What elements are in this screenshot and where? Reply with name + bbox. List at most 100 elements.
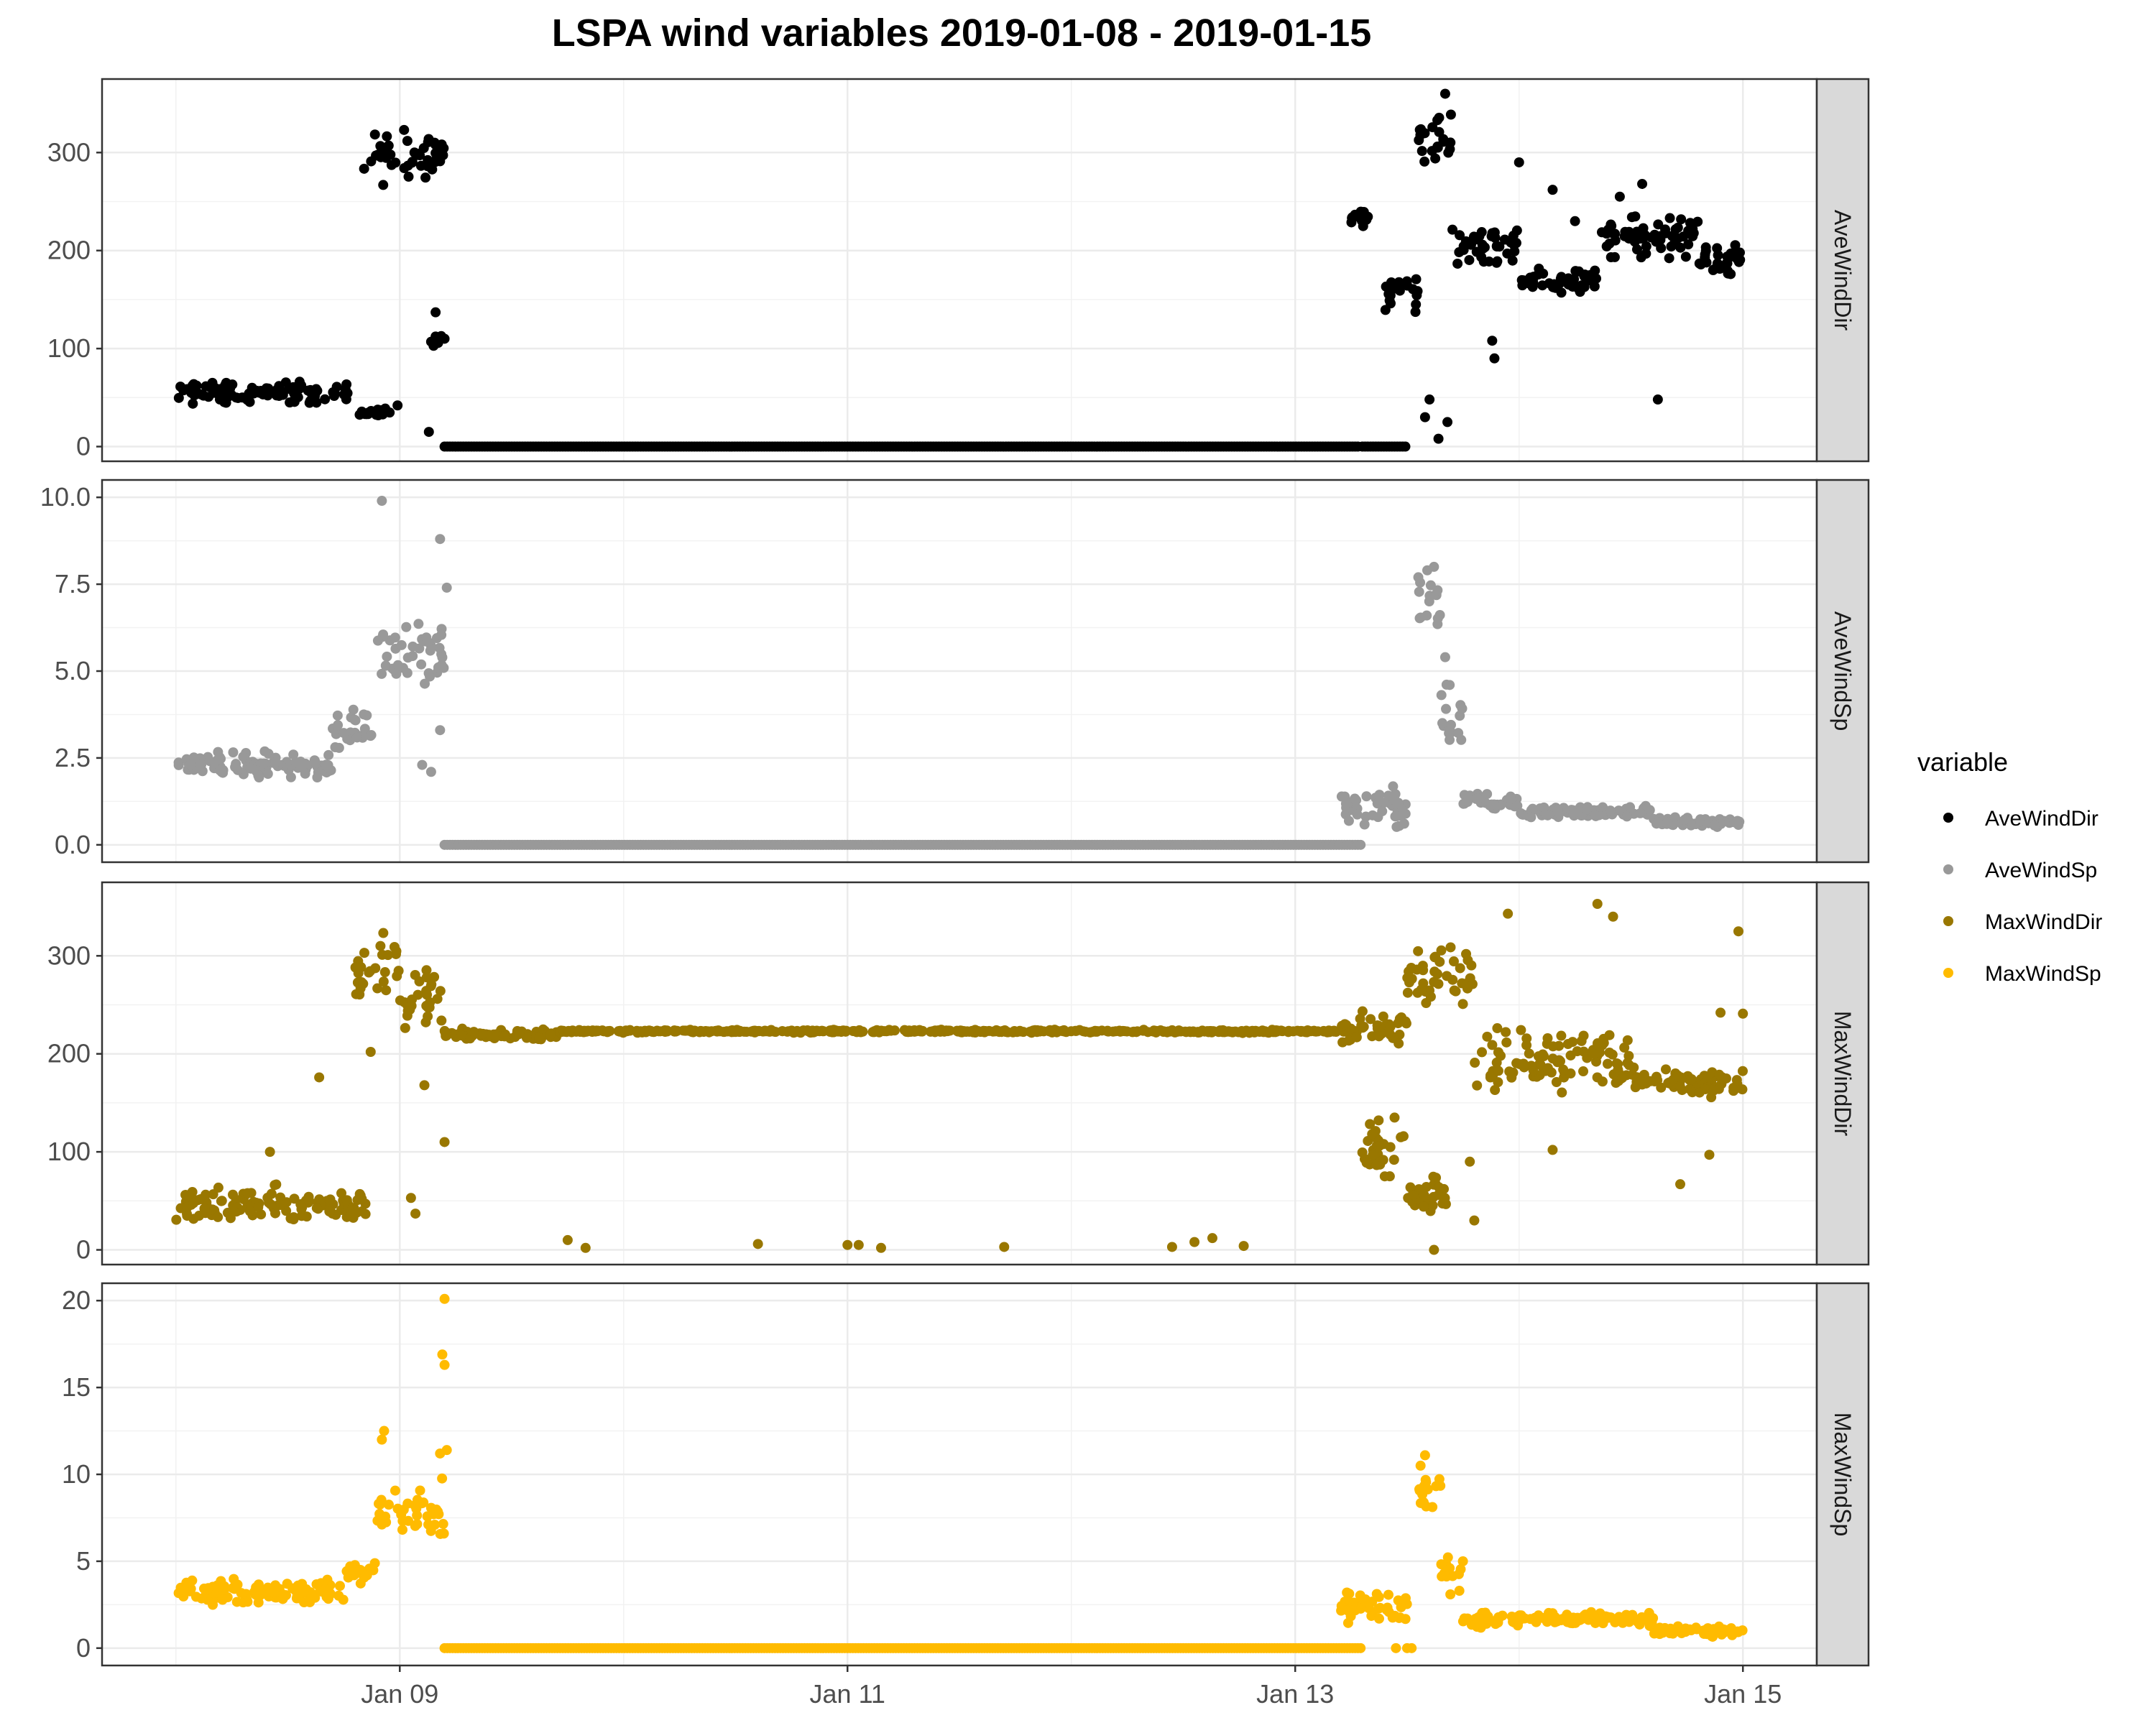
data-point [1445,734,1455,745]
data-point [369,129,380,140]
data-point [290,757,301,768]
data-point [1427,1502,1438,1512]
data-point [1686,1625,1697,1636]
legend-title: variable [1917,747,2008,777]
data-point [1422,610,1432,621]
data-point [1445,942,1456,953]
data-point [378,180,389,190]
data-point [1491,241,1502,251]
data-point [1442,1552,1453,1563]
data-point [1432,969,1442,979]
data-point [1677,1625,1687,1636]
data-point [1378,1155,1388,1165]
data-point [1533,1051,1544,1062]
data-point [244,397,255,407]
data-point [375,941,386,951]
data-point [456,1030,467,1041]
data-point [1738,1008,1749,1019]
data-point [1448,956,1459,967]
facet-strip [1815,1282,1870,1667]
data-point [1415,129,1426,140]
data-point [1138,1025,1149,1035]
data-point [208,1189,218,1200]
data-point [1728,1086,1739,1096]
y-tick-label: 0 [76,1235,91,1265]
data-point [1429,561,1439,572]
data-point [545,1030,556,1040]
y-tick-label: 0.0 [55,830,91,859]
data-point [270,1208,281,1219]
data-point [1192,1027,1203,1038]
data-point [1712,258,1723,269]
data-point [1375,1602,1386,1613]
data-point [1380,305,1391,315]
data-point [1506,1072,1517,1083]
data-point [1597,1076,1608,1087]
data-point [1493,1613,1504,1624]
data-point [372,635,383,646]
data-point [1406,963,1416,974]
data-point [1526,812,1537,823]
data-point [398,1505,409,1515]
data-point [1617,1073,1628,1084]
data-point [1604,1047,1615,1058]
data-point [1727,1630,1738,1640]
data-point [1445,1589,1456,1599]
data-point [1547,1041,1558,1052]
data-point [1342,1605,1353,1616]
data-point [590,1026,601,1037]
data-point [1355,206,1366,217]
data-point [1694,258,1705,269]
data-point [312,772,323,782]
data-point [1436,690,1447,701]
data-point [1469,1215,1480,1226]
data-point [1385,1021,1396,1032]
data-point [1367,810,1378,821]
data-point [1015,1025,1026,1036]
panel-background [102,79,1817,461]
data-point [323,749,334,760]
data-point [410,969,420,980]
data-point [1628,1062,1639,1073]
data-point [1554,1055,1565,1066]
data-point [429,1520,440,1530]
data-point [241,1589,252,1599]
data-point [648,1027,659,1038]
data-point [1453,1568,1464,1579]
data-point [280,377,291,388]
data-point [310,757,321,767]
legend-label: AveWindSp [1985,859,2097,882]
data-point [573,1025,584,1035]
data-point [322,1574,333,1585]
data-point [1340,1019,1350,1030]
data-point [416,659,427,670]
data-point [392,660,403,670]
data-point [1445,109,1456,120]
data-point [1103,1026,1114,1037]
data-point [377,1519,387,1530]
data-point [277,1594,288,1604]
data-point [1492,256,1503,267]
data-point [1302,1025,1313,1035]
data-point [1387,1612,1398,1623]
data-point [1402,987,1413,998]
data-point [680,1025,691,1036]
data-point [1417,961,1428,971]
y-tick-label: 300 [47,137,91,167]
facet-strip [1815,479,1870,864]
data-point [381,152,392,163]
data-point [259,746,270,757]
data-point [435,1528,446,1539]
data-point [1491,1057,1502,1068]
data-point [1501,1037,1512,1048]
data-point [1434,1182,1445,1193]
data-point [1408,1190,1419,1201]
data-point [366,156,377,167]
data-point [270,757,281,768]
data-point [435,1448,446,1459]
data-point [1596,227,1607,238]
legend-key [1943,916,1953,926]
y-tick-label: 300 [47,941,91,970]
facet-strip-label: MaxWindDir [1830,1011,1856,1137]
x-tick-label: Jan 13 [1256,1679,1334,1709]
